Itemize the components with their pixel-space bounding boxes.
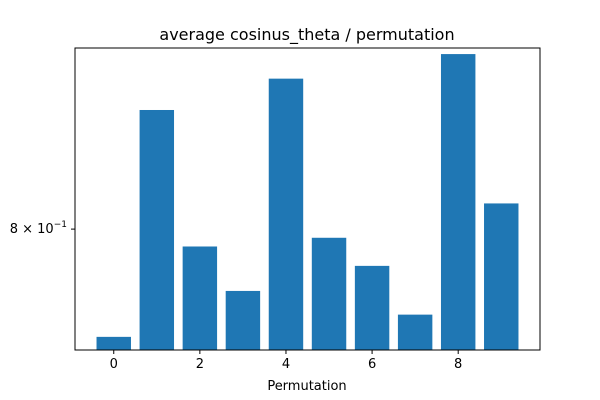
bar-5 [311, 237, 347, 350]
x-axis-label: Permutation [267, 379, 346, 394]
x-tick-label: 0 [110, 357, 118, 372]
bar-2 [182, 246, 218, 350]
bar-6 [354, 265, 390, 350]
bar-0 [96, 336, 131, 350]
bars-group [96, 54, 519, 350]
bar-7 [397, 314, 433, 350]
plot-frame [74, 47, 541, 351]
x-tick-label: 2 [196, 357, 204, 372]
chart-title: average cosinus_theta / permutation [159, 25, 454, 45]
x-tick-label: 4 [282, 357, 290, 372]
bar-9 [484, 203, 519, 350]
x-tick-label: 8 [454, 357, 462, 372]
bar-4 [268, 78, 304, 350]
y-axis-ticks: 8 × 10−1 [10, 220, 75, 237]
bar-3 [225, 290, 261, 350]
x-axis-ticks: 0 2 4 6 8 [110, 350, 462, 372]
bar-1 [139, 109, 175, 350]
bar-8 [440, 54, 476, 350]
y-tick-label: 8 × 10−1 [10, 220, 67, 237]
x-tick-label: 6 [368, 357, 376, 372]
